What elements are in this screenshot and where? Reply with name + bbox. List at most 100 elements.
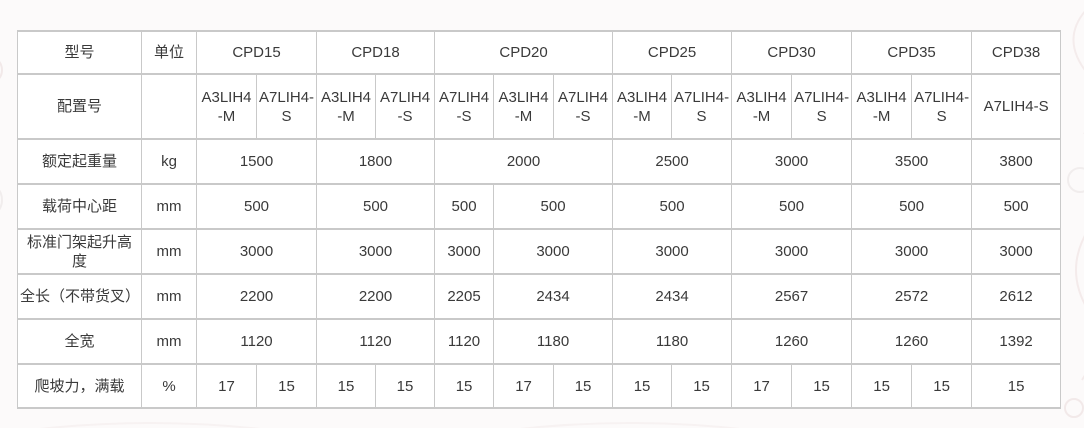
- spec-table: 型号 单位 CPD15 CPD18 CPD20 CPD25 CPD30 CPD35 CPD38 配…: [17, 30, 1062, 409]
- spec-value-cell: 2200: [195, 273, 318, 320]
- spec-row-label: 额定起重量: [17, 138, 142, 185]
- model-header-cpd30: CPD30: [731, 30, 853, 75]
- spec-unit-cell: kg: [141, 138, 197, 185]
- spec-value-cell: 3800: [971, 138, 1062, 185]
- spec-row: 载荷中心距 mm 500 500 500 500 500 500 500 500: [17, 183, 1062, 230]
- background-watermark-bottom: [39, 422, 741, 428]
- config-cell-cpd38-0: A7LIH4-S: [971, 73, 1062, 140]
- spec-value-cell: 500: [851, 183, 973, 230]
- config-cell-cpd18-0: A3LIH4-M: [316, 73, 377, 140]
- spec-value-cell: 1260: [851, 318, 973, 365]
- config-cell-cpd25-0: A3LIH4-M: [612, 73, 673, 140]
- spec-value-cell: 500: [971, 183, 1062, 230]
- spec-value-cell: 2200: [316, 273, 436, 320]
- spec-unit-cell: mm: [141, 183, 197, 230]
- spec-value-cell: 1180: [612, 318, 733, 365]
- spec-row: 额定起重量 kg 1500 1800 2000 2500 3000 3500 3800: [17, 138, 1062, 185]
- config-unit-cell: [141, 73, 197, 140]
- spec-value-cell: 2205: [434, 273, 495, 320]
- spec-unit-cell: %: [141, 363, 197, 409]
- spec-row-label: 载荷中心距: [17, 183, 142, 230]
- model-header-row: 型号 单位 CPD15 CPD18 CPD20 CPD25 CPD30 CPD35 CPD38: [17, 30, 1062, 75]
- model-header-cpd35: CPD35: [851, 30, 973, 75]
- spec-value-cell: 500: [316, 183, 436, 230]
- spec-value-cell: 15: [316, 363, 377, 409]
- spec-value-cell: 2572: [851, 273, 973, 320]
- model-header-cpd20: CPD20: [434, 30, 614, 75]
- model-header-cpd25: CPD25: [612, 30, 733, 75]
- config-cell-cpd18-1: A7LIH4-S: [375, 73, 436, 140]
- spec-value-cell: 1392: [971, 318, 1062, 365]
- spec-value-cell: 15: [434, 363, 495, 409]
- spec-row: 标准门架起升高度 mm 3000 3000 3000 3000 3000 3000 3000 30…: [17, 228, 1062, 275]
- model-header-cpd38: CPD38: [971, 30, 1062, 75]
- spec-value-cell: 3000: [731, 138, 853, 185]
- config-cell-cpd20-0: A7LIH4-S: [434, 73, 495, 140]
- spec-unit-cell: mm: [141, 228, 197, 275]
- spec-value-cell: 3000: [195, 228, 318, 275]
- spec-value-cell: 15: [671, 363, 733, 409]
- spec-row-label: 爬坡力，满载: [17, 363, 142, 409]
- spec-value-cell: 3000: [971, 228, 1062, 275]
- spec-value-cell: 15: [971, 363, 1062, 409]
- spec-value-cell: 500: [434, 183, 495, 230]
- spec-value-cell: 15: [851, 363, 913, 409]
- unit-header: 单位: [141, 30, 197, 75]
- config-cell-cpd35-1: A7LIH4-S: [911, 73, 973, 140]
- spec-value-cell: 15: [375, 363, 436, 409]
- spec-value-cell: 500: [195, 183, 318, 230]
- spec-table-body: 型号 单位 CPD15 CPD18 CPD20 CPD25 CPD30 CPD35 CPD38 配…: [17, 30, 1062, 409]
- config-row-label: 配置号: [17, 73, 142, 140]
- spec-value-cell: 17: [493, 363, 555, 409]
- spec-value-cell: 3000: [316, 228, 436, 275]
- model-header-cpd18: CPD18: [316, 30, 436, 75]
- spec-value-cell: 17: [196, 363, 257, 409]
- config-cell-cpd25-1: A7LIH4-S: [671, 73, 733, 140]
- spec-value-cell: 1120: [434, 318, 495, 365]
- spec-row: 全宽 mm 1120 1120 1120 1180 1180 1260 1260 1392: [17, 318, 1062, 365]
- spec-value-cell: 3500: [851, 138, 973, 185]
- spec-value-cell: 1500: [195, 138, 318, 185]
- config-cell-cpd30-1: A7LIH4-S: [791, 73, 853, 140]
- spec-value-cell: 2000: [434, 138, 614, 185]
- spec-value-cell: 1260: [731, 318, 853, 365]
- spec-value-cell: 500: [612, 183, 733, 230]
- spec-value-cell: 3000: [731, 228, 853, 275]
- spec-value-cell: 17: [731, 363, 793, 409]
- spec-unit-cell: mm: [141, 273, 197, 320]
- spec-row: 全长（不带货叉） mm 2200 2200 2205 2434 2434 2567 2572 26…: [17, 273, 1062, 320]
- spec-value-cell: 15: [911, 363, 973, 409]
- spec-value-cell: 3000: [851, 228, 973, 275]
- spec-value-cell: 3000: [434, 228, 495, 275]
- spec-value-cell: 2567: [731, 273, 853, 320]
- corner-header: 型号: [17, 30, 142, 75]
- spec-value-cell: 1180: [493, 318, 614, 365]
- spec-value-cell: 1800: [316, 138, 436, 185]
- config-row: 配置号 A3LIH4-M A7LIH4-S A3LIH4-M A7LIH4-S A7LIH…: [17, 73, 1062, 140]
- config-cell-cpd30-0: A3LIH4-M: [731, 73, 793, 140]
- spec-value-cell: 2434: [493, 273, 614, 320]
- config-cell-cpd35-0: A3LIH4-M: [851, 73, 913, 140]
- spec-value-cell: 15: [791, 363, 853, 409]
- spec-value-cell: 2500: [612, 138, 733, 185]
- model-header-cpd15: CPD15: [195, 30, 318, 75]
- config-cell-cpd20-1: A3LIH4-M: [493, 73, 555, 140]
- spec-row: 爬坡力，满载% 17 15 15 15 15 17 15 15 15 17 15 15 15 15: [17, 363, 1062, 409]
- spec-value-cell: 3000: [493, 228, 614, 275]
- spec-row-label: 全长（不带货叉）: [17, 273, 142, 320]
- spec-unit-cell: mm: [141, 318, 197, 365]
- spec-value-cell: 2434: [612, 273, 733, 320]
- spec-value-cell: 1120: [195, 318, 318, 365]
- spec-value-cell: 2612: [971, 273, 1062, 320]
- spec-value-cell: 1120: [316, 318, 436, 365]
- spec-value-cell: 3000: [612, 228, 733, 275]
- config-cell-cpd15-0: A3LIH4-M: [196, 73, 257, 140]
- spec-value-cell: 500: [731, 183, 853, 230]
- config-cell-cpd20-2: A7LIH4-S: [553, 73, 614, 140]
- spec-value-cell: 15: [255, 363, 318, 409]
- spec-row-label: 全宽: [17, 318, 142, 365]
- spec-value-cell: 500: [493, 183, 614, 230]
- spec-row-label: 标准门架起升高度: [17, 228, 142, 275]
- config-cell-cpd15-1: A7LIH4-S: [255, 73, 318, 140]
